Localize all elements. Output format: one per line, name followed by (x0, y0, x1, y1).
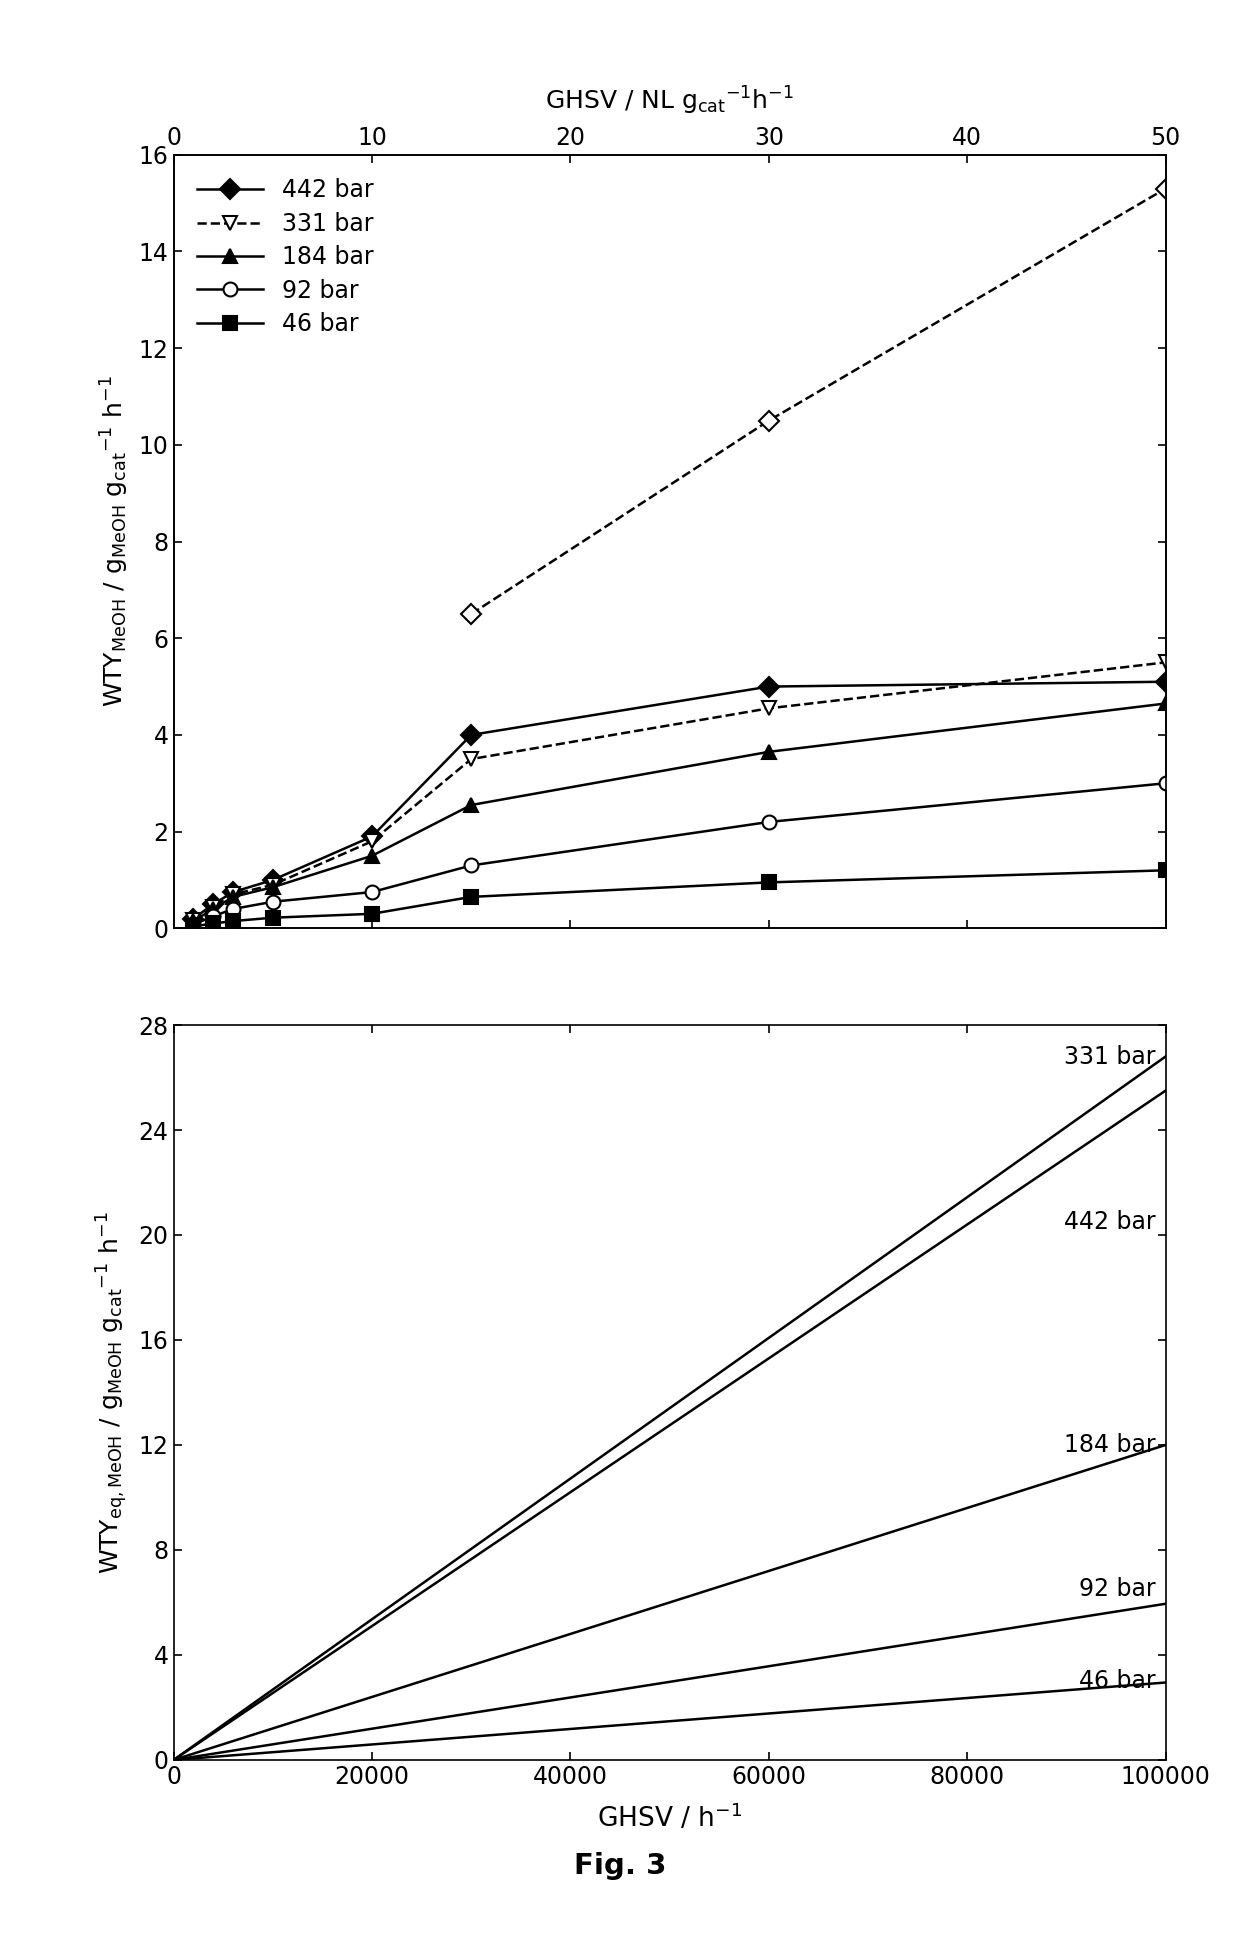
Text: 92 bar: 92 bar (1079, 1578, 1156, 1601)
Legend: 442 bar, 331 bar, 184 bar, 92 bar, 46 bar: 442 bar, 331 bar, 184 bar, 92 bar, 46 ba… (186, 166, 386, 348)
Text: 331 bar: 331 bar (1064, 1044, 1156, 1068)
Text: 184 bar: 184 bar (1064, 1433, 1156, 1456)
Text: 46 bar: 46 bar (1079, 1669, 1156, 1692)
Text: 442 bar: 442 bar (1064, 1211, 1156, 1234)
Y-axis label: WTY$_\mathrm{MeOH}$ / g$_\mathrm{MeOH}$ g$_\mathrm{cat}$$^{-1}$ h$^{-1}$: WTY$_\mathrm{MeOH}$ / g$_\mathrm{MeOH}$ … (98, 375, 130, 708)
X-axis label: GHSV / NL g$_\mathrm{cat}$$^{-1}$h$^{-1}$: GHSV / NL g$_\mathrm{cat}$$^{-1}$h$^{-1}… (546, 85, 794, 116)
Y-axis label: WTY$_\mathrm{eq,MeOH}$ / g$_\mathrm{MeOH}$ g$_\mathrm{cat}$$^{-1}$ h$^{-1}$: WTY$_\mathrm{eq,MeOH}$ / g$_\mathrm{MeOH… (94, 1211, 130, 1574)
X-axis label: GHSV / h$^{-1}$: GHSV / h$^{-1}$ (596, 1802, 743, 1833)
Text: Fig. 3: Fig. 3 (574, 1853, 666, 1880)
